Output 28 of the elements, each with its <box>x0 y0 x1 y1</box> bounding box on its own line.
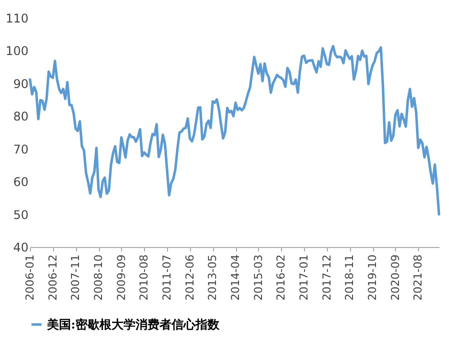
x-tick-label: 2017-01 <box>298 254 311 300</box>
x-tick-label: 2014-04 <box>229 254 242 300</box>
line-series <box>28 44 440 216</box>
x-tick-label: 2017-12 <box>320 254 334 300</box>
y-tick-label: 70 <box>13 142 28 156</box>
x-tick-label: 2015-03 <box>252 254 265 300</box>
x-tick-label: 2016-02 <box>274 254 288 300</box>
y-tick-label: 50 <box>13 208 28 222</box>
x-tick-label: 2011-07 <box>160 254 174 300</box>
y-tick-label: 40 <box>13 240 28 254</box>
legend-label: 美国:密歇根大学消费者信心指数 <box>46 318 220 332</box>
y-tick-label: 90 <box>13 76 28 91</box>
x-tick-label: 2008-10 <box>92 254 106 300</box>
x-tick-label: 2018-11 <box>343 254 356 300</box>
x-tick-label: 2012-06 <box>183 254 196 300</box>
x-tick-label: 2021-08 <box>412 254 425 300</box>
y-tick-label: 60 <box>13 175 28 190</box>
x-tick-label: 2009-09 <box>114 254 128 300</box>
x-tick-label: 2010-08 <box>138 254 151 300</box>
x-tick-label: 2013-05 <box>206 254 220 300</box>
x-tick-label: 2007-11 <box>69 254 82 300</box>
x-tick-label: 2006-12 <box>46 254 60 300</box>
y-tick-label: 100 <box>6 44 28 58</box>
y-tick-label: 80 <box>13 110 28 124</box>
y-tick-label: 110 <box>6 12 28 26</box>
x-tick-label: 2006-01 <box>24 254 36 300</box>
x-tick-label: 2019-10 <box>366 254 380 300</box>
x-tick-label: 2020-09 <box>388 254 402 300</box>
